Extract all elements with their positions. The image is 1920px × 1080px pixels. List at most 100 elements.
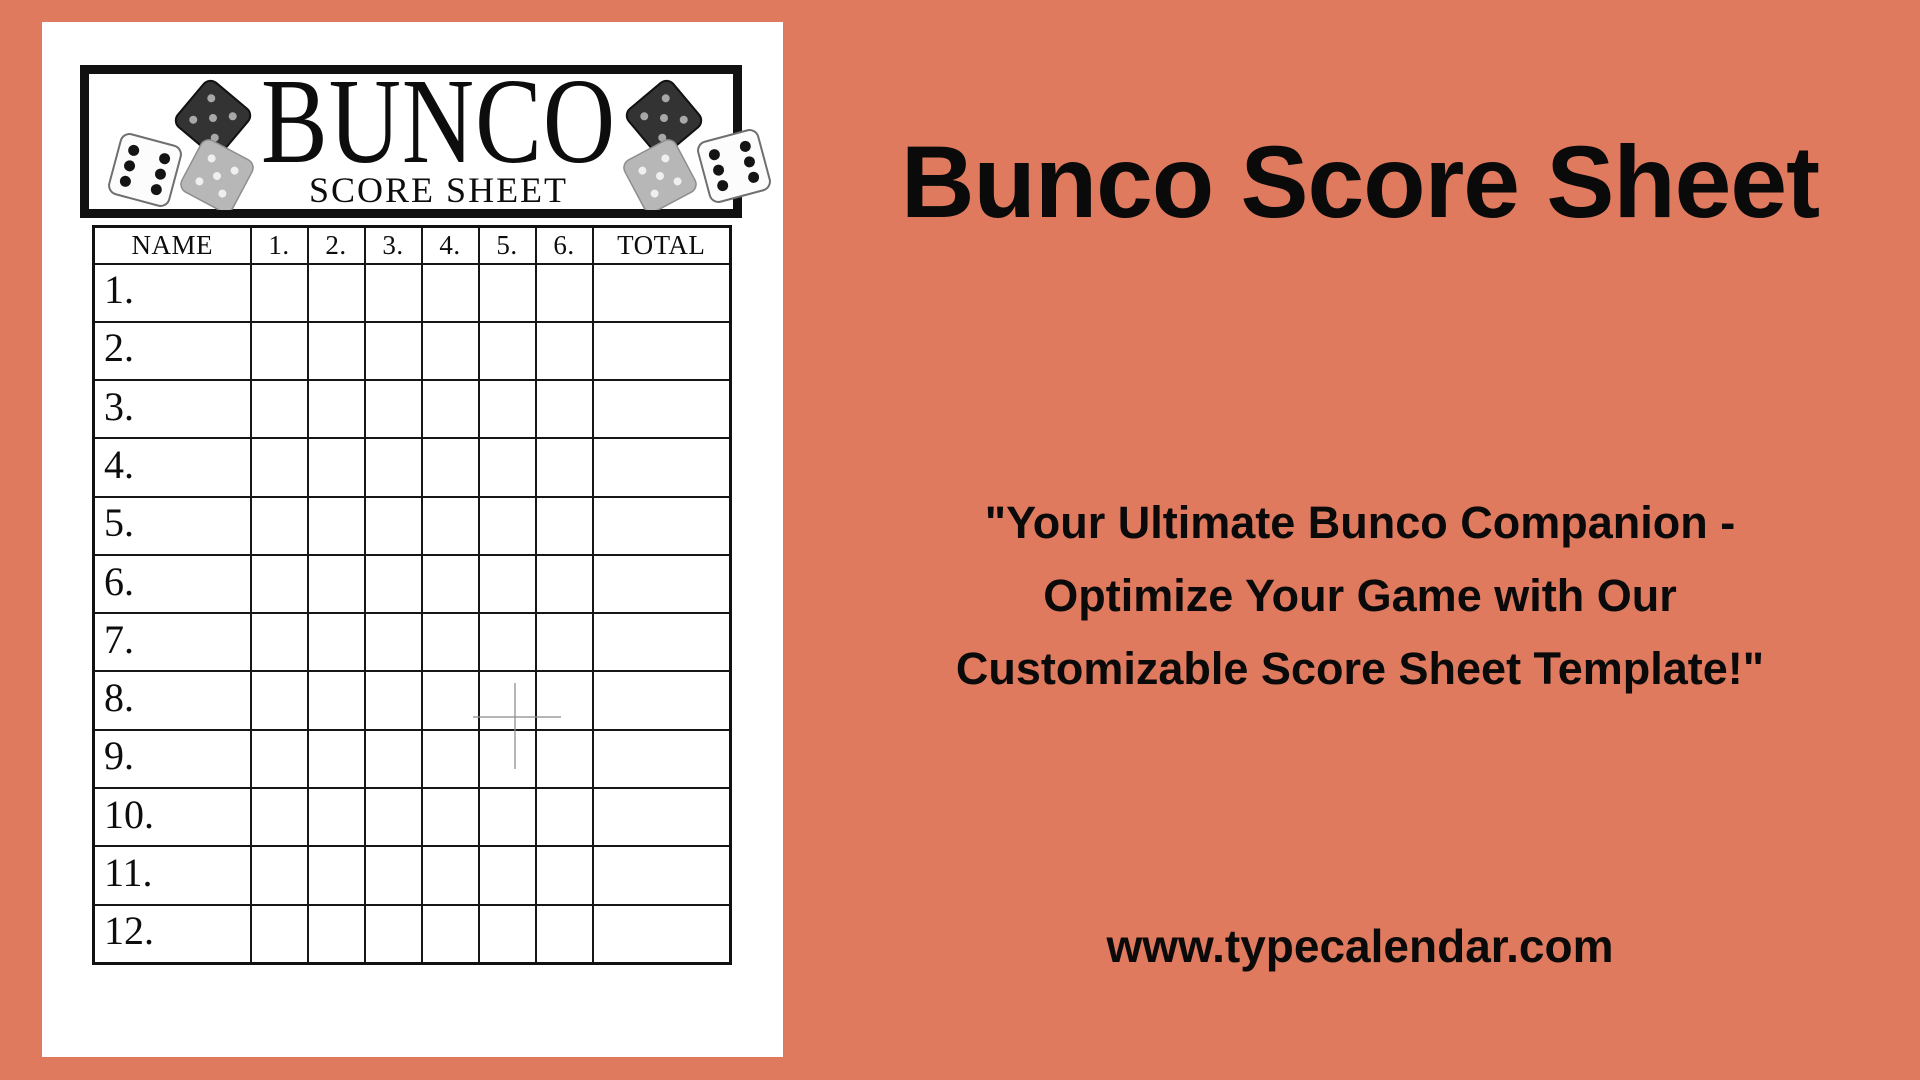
table-row: 2. xyxy=(92,320,732,382)
score-cell xyxy=(534,787,594,848)
score-cell xyxy=(306,845,366,906)
score-cell xyxy=(534,553,594,615)
column-header: 3. xyxy=(363,225,423,265)
row-number-cell: 2. xyxy=(92,320,252,382)
website-url: www.typecalendar.com xyxy=(1106,920,1614,972)
score-cell xyxy=(534,903,594,965)
score-cell xyxy=(591,845,732,906)
table-row: 9. xyxy=(92,728,732,790)
column-header: NAME xyxy=(92,225,252,265)
promo-quote-line: "Your Ultimate Bunco Companion - xyxy=(984,497,1736,548)
score-cell xyxy=(420,320,480,382)
score-cell xyxy=(363,903,423,965)
score-cell xyxy=(249,845,309,906)
score-cell xyxy=(249,553,309,615)
table-row: 12. xyxy=(92,903,732,965)
score-cell xyxy=(306,670,366,731)
score-cell xyxy=(306,379,366,440)
score-cell xyxy=(477,379,537,440)
score-cell xyxy=(249,612,309,673)
score-cell xyxy=(420,728,480,790)
score-cell xyxy=(363,437,423,498)
score-cell xyxy=(363,670,423,731)
score-cell xyxy=(591,379,732,440)
score-cell xyxy=(477,320,537,382)
score-cell xyxy=(420,262,480,323)
score-cell xyxy=(306,320,366,382)
score-cell xyxy=(420,437,480,498)
score-sheet-title: BUNCO xyxy=(261,53,617,189)
row-number-cell: 12. xyxy=(92,903,252,965)
row-number-cell: 9. xyxy=(92,728,252,790)
score-cell xyxy=(363,612,423,673)
score-cell xyxy=(249,670,309,731)
score-cell xyxy=(534,262,594,323)
score-cell xyxy=(363,787,423,848)
score-cell xyxy=(249,903,309,965)
score-cell xyxy=(477,845,537,906)
score-cell xyxy=(306,495,366,556)
score-cell xyxy=(477,787,537,848)
score-cell xyxy=(249,787,309,848)
score-cell xyxy=(420,612,480,673)
column-header: 1. xyxy=(249,225,309,265)
score-cell xyxy=(477,437,537,498)
column-header: 5. xyxy=(477,225,537,265)
score-cell xyxy=(591,320,732,382)
score-cell xyxy=(306,437,366,498)
score-cell xyxy=(534,670,594,731)
column-header: 4. xyxy=(420,225,480,265)
dice-cluster-right-icon xyxy=(623,79,772,210)
score-cell xyxy=(420,495,480,556)
score-cell xyxy=(363,379,423,440)
score-cell xyxy=(363,553,423,615)
score-cell xyxy=(591,553,732,615)
row-number-cell: 1. xyxy=(92,262,252,323)
score-cell xyxy=(249,262,309,323)
promo-panel: Bunco Score Sheet "Your Ultimate Bunco C… xyxy=(800,0,1920,1080)
table-row: 1. xyxy=(92,262,732,323)
score-cell xyxy=(420,845,480,906)
column-header: TOTAL xyxy=(591,225,732,265)
score-cell xyxy=(534,845,594,906)
score-cell xyxy=(306,787,366,848)
table-row: 8. xyxy=(92,670,732,731)
score-cell xyxy=(306,612,366,673)
score-table: NAME 1. 2. 3. 4. 5. 6. TOTAL 1. 2. 3. 4. 5. 6. 7. 8. 9.… xyxy=(92,225,732,965)
table-row: 6. xyxy=(92,553,732,615)
score-cell xyxy=(477,903,537,965)
score-cell xyxy=(420,670,480,731)
score-cell xyxy=(249,437,309,498)
score-cell xyxy=(591,612,732,673)
row-number-cell: 5. xyxy=(92,495,252,556)
score-cell xyxy=(363,845,423,906)
score-cell xyxy=(534,379,594,440)
promo-quote-line: Customizable Score Sheet Template!" xyxy=(955,643,1765,694)
row-number-cell: 10. xyxy=(92,787,252,848)
score-cell xyxy=(420,787,480,848)
score-sheet-header: BUNCO SCORE SHEET xyxy=(80,53,772,218)
promo-title: Bunco Score Sheet xyxy=(900,125,1820,239)
score-cell xyxy=(591,903,732,965)
table-row: 7. xyxy=(92,612,732,673)
score-cell xyxy=(420,553,480,615)
crosshair-artifact xyxy=(514,683,516,769)
promo-quote-line: Optimize Your Game with Our xyxy=(1043,570,1677,621)
score-cell xyxy=(306,262,366,323)
score-cell xyxy=(534,320,594,382)
score-cell xyxy=(306,553,366,615)
score-cell xyxy=(420,903,480,965)
score-cell xyxy=(591,437,732,498)
score-cell xyxy=(420,379,480,440)
row-number-cell: 7. xyxy=(92,612,252,673)
score-cell xyxy=(591,787,732,848)
score-cell xyxy=(534,437,594,498)
score-cell xyxy=(249,320,309,382)
row-number-cell: 4. xyxy=(92,437,252,498)
score-cell xyxy=(306,903,366,965)
score-cell xyxy=(306,728,366,790)
promo-quote: "Your Ultimate Bunco Companion - Optimize… xyxy=(800,486,1920,705)
score-cell xyxy=(477,262,537,323)
score-cell xyxy=(477,670,537,731)
table-row: 5. xyxy=(92,495,732,556)
